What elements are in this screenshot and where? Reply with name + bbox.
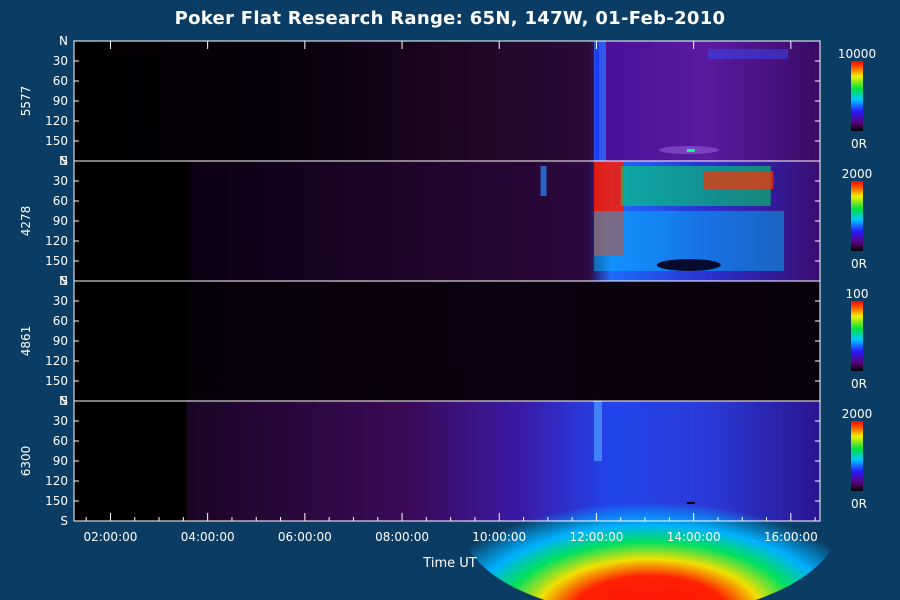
y-tick-label: 60 bbox=[53, 434, 68, 448]
y-tick-label: 90 bbox=[53, 214, 68, 228]
colorbar-5577 bbox=[851, 61, 863, 131]
colorbar-max-label: 10000 bbox=[838, 47, 876, 61]
x-tick-label: 04:00:00 bbox=[181, 530, 235, 544]
y-tick-label: 30 bbox=[53, 174, 68, 188]
red-arc bbox=[703, 171, 774, 189]
y-tick-label: 150 bbox=[45, 374, 68, 388]
panel-4861: N 30 60 90 120 150 S 4861 100 0R bbox=[19, 274, 868, 408]
y-tick-label: 90 bbox=[53, 94, 68, 108]
bright-dot bbox=[686, 149, 695, 152]
dark-mark bbox=[686, 502, 695, 504]
colorbar-min-label: 0R bbox=[851, 137, 867, 151]
y-tick-label: 30 bbox=[53, 54, 68, 68]
heatmap-5577 bbox=[74, 41, 820, 161]
x-tick-label: 10:00:00 bbox=[472, 530, 526, 544]
chart-title: Poker Flat Research Range: 65N, 147W, 01… bbox=[174, 8, 726, 29]
colorbar-min-label: 0R bbox=[851, 257, 867, 271]
y-tick-label: 60 bbox=[53, 194, 68, 208]
x-tick-label: 06:00:00 bbox=[278, 530, 332, 544]
blue-streak bbox=[540, 166, 547, 196]
x-tick-label: 12:00:00 bbox=[569, 530, 623, 544]
x-tick-label: 16:00:00 bbox=[764, 530, 818, 544]
panel-5577: N 30 60 90 120 150 S 5577 10000 0R bbox=[19, 34, 876, 168]
y-tick-label: 60 bbox=[53, 314, 68, 328]
colorbar-max-label: 100 bbox=[846, 287, 869, 301]
y-tick-label: 120 bbox=[45, 354, 68, 368]
x-axis-label: Time UT bbox=[423, 556, 477, 571]
y-axis-label-4861: 4861 bbox=[19, 326, 33, 357]
substorm-core bbox=[594, 41, 599, 161]
y-tick-label: N bbox=[59, 154, 68, 168]
y-tick-label: S bbox=[60, 394, 68, 408]
colorbar-min-label: 0R bbox=[851, 377, 867, 391]
red-core bbox=[594, 161, 625, 256]
y-tick-label: N bbox=[59, 274, 68, 288]
y-tick-label: 60 bbox=[53, 74, 68, 88]
colorbar-4861 bbox=[851, 301, 863, 371]
red-blob bbox=[459, 426, 840, 600]
y-tick-label: S bbox=[60, 154, 68, 168]
arc-band bbox=[708, 49, 789, 59]
colorbar-4278 bbox=[851, 181, 863, 251]
x-tick-label: 14:00:00 bbox=[667, 530, 721, 544]
heatmap-4861 bbox=[74, 281, 820, 401]
colorbar-max-label: 2000 bbox=[842, 407, 873, 421]
x-tick-label: 08:00:00 bbox=[375, 530, 429, 544]
y-tick-label: 120 bbox=[45, 114, 68, 128]
colorbar-6300 bbox=[851, 421, 863, 491]
y-axis-label-4278: 4278 bbox=[19, 206, 33, 237]
y-tick-label: N bbox=[59, 394, 68, 408]
y-tick-label: 120 bbox=[45, 234, 68, 248]
y-tick-label: N bbox=[59, 34, 68, 48]
cyan-streak bbox=[594, 401, 603, 461]
panel-4278: N 30 60 90 120 150 S 4278 2000 0R bbox=[19, 154, 872, 288]
panel-6300: N 30 60 90 120 150 S 6300 2000 0R bbox=[19, 394, 872, 600]
y-tick-label: 30 bbox=[53, 414, 68, 428]
colorbar-max-label: 2000 bbox=[842, 167, 873, 181]
y-tick-label: S bbox=[60, 514, 68, 528]
y-tick-label: S bbox=[60, 274, 68, 288]
y-tick-label: 150 bbox=[45, 494, 68, 508]
y-tick-label: 90 bbox=[53, 454, 68, 468]
y-axis-label-5577: 5577 bbox=[19, 86, 33, 117]
x-tick-label: 02:00:00 bbox=[83, 530, 137, 544]
dark-spot bbox=[656, 259, 721, 271]
y-tick-label: 30 bbox=[53, 294, 68, 308]
y-tick-label: 90 bbox=[53, 334, 68, 348]
y-axis-label-6300: 6300 bbox=[19, 446, 33, 477]
colorbar-min-label: 0R bbox=[851, 497, 867, 511]
y-tick-label: 120 bbox=[45, 474, 68, 488]
y-tick-label: 150 bbox=[45, 254, 68, 268]
y-tick-label: 150 bbox=[45, 134, 68, 148]
